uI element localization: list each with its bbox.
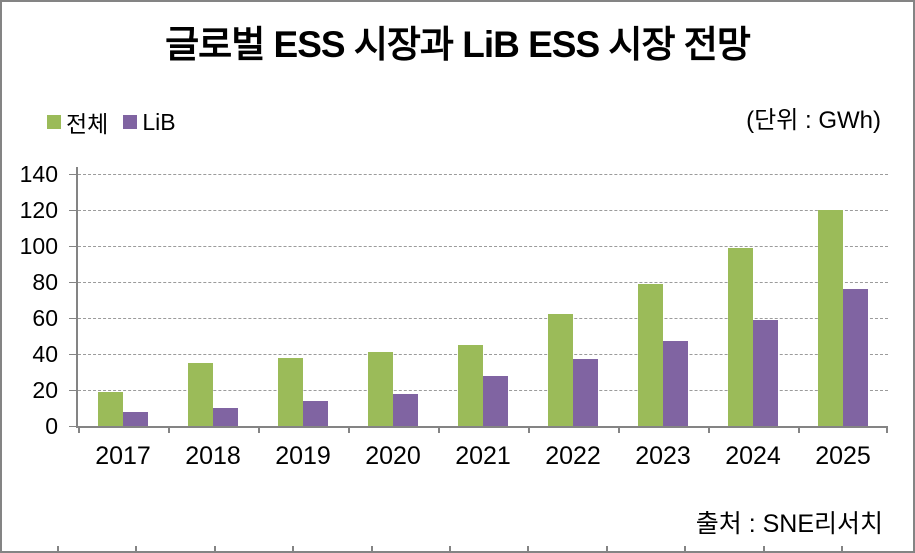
bar-lib-2019 [303,400,328,426]
bar-total-2024 [728,247,753,426]
bar-lib-2017 [123,411,148,426]
y-tick-0 [69,426,76,427]
bar-total-2019 [278,357,303,426]
legend: 전체 LiB [47,105,176,139]
x-tick-8 [798,426,800,433]
legend-label-lib: LiB [142,108,176,135]
bar-total-2025 [818,210,843,426]
legend-label-total: 전체 [66,111,109,137]
bottom-edge-tick [841,546,843,551]
bar-lib-2024 [753,319,778,426]
y-axis-label-40: 40 [32,341,58,367]
x-axis-label-2017: 2017 [95,442,151,470]
plot-area [69,167,888,433]
legend-swatch-total-icon [47,115,61,129]
x-tick-9 [886,426,888,433]
x-axis-label-2023: 2023 [635,442,691,470]
x-axis-labels: 2017 2018 2019 2020 2021 2022 2023 2024 2025 [78,442,888,471]
bar-lib-2021 [483,375,508,426]
bottom-edge-tick [57,546,59,551]
x-axis-label-2021: 2021 [455,442,511,470]
bar-total-2018 [188,363,213,426]
category-group-2022 [528,174,618,426]
bottom-edge-tick [605,546,608,551]
bar-total-2022 [548,314,573,426]
y-axis-line [76,167,78,426]
y-axis-label-60: 60 [32,305,58,331]
y-axis-label-20: 20 [32,377,58,403]
category-group-2025 [798,174,888,426]
category-group-2019 [258,174,348,426]
category-group-2018 [168,174,258,426]
category-group-2020 [348,174,438,426]
gridline-80 [78,282,888,283]
x-tick-3 [348,426,350,433]
category-group-2023 [618,174,708,426]
x-axis-label-2025: 2025 [815,442,871,470]
x-axis-label-2020: 2020 [365,442,421,470]
category-group-2021 [438,174,528,426]
y-tick-40 [69,354,76,355]
bar-total-2020 [368,352,393,426]
bar-lib-2020 [393,393,418,426]
bar-total-2023 [638,283,663,426]
legend-swatch-lib-icon [123,115,138,129]
y-axis-label-120: 120 [19,197,58,223]
x-axis-label-2018: 2018 [185,442,241,470]
y-tick-60 [69,318,76,319]
x-tick-6 [618,426,620,433]
y-tick-140 [69,174,76,175]
unit-label: (단위 : GWh) [746,107,881,134]
chart-title: 글로벌 ESS 시장과 LiB ESS 시장 전망 [165,24,751,65]
gridline-140 [78,174,888,175]
y-tick-20 [69,390,76,391]
category-group-2017 [78,174,168,426]
y-tick-80 [69,282,76,283]
y-tick-100 [69,246,76,247]
bar-lib-2025 [843,289,868,426]
x-axis-label-2022: 2022 [545,442,601,470]
bottom-edge-tick [135,546,138,551]
bar-total-2021 [458,345,483,426]
bottom-edge-tick [527,546,530,551]
x-tick-4 [438,426,440,433]
gridline-120 [78,210,888,211]
y-axis-label-0: 0 [45,413,58,439]
x-tick-1 [168,426,170,433]
x-axis-label-2019: 2019 [275,442,331,470]
bottom-edge-tick [292,546,295,551]
gridline-60 [78,318,888,319]
bottom-edge-tick [449,546,451,551]
bottom-edge-tick [684,546,687,551]
bottom-edge-tick [213,546,216,551]
legend-item-lib: LiB [123,108,176,136]
bar-lib-2018 [213,408,238,426]
legend-item-total: 전체 [47,105,108,139]
gridline-100 [78,246,888,247]
bars [78,174,888,426]
x-axis-line [76,426,888,428]
bottom-edge-tick [370,546,373,551]
bar-lib-2023 [663,341,688,426]
source-label: 출처 : SNE리서치 [695,510,883,538]
gridline-40 [78,354,888,355]
y-axis-label-80: 80 [32,269,58,295]
x-axis-label-2024: 2024 [725,442,781,470]
x-tick-2 [258,426,260,433]
bar-total-2017 [98,391,123,426]
bottom-edge-tick [762,546,765,551]
y-tick-120 [69,210,76,211]
y-axis-label-100: 100 [19,233,58,259]
x-tick-5 [528,426,530,433]
y-axis-label-140: 140 [19,161,58,187]
x-tick-0 [78,426,80,433]
bar-lib-2022 [573,359,598,426]
x-tick-7 [708,426,710,433]
category-group-2024 [708,174,798,426]
